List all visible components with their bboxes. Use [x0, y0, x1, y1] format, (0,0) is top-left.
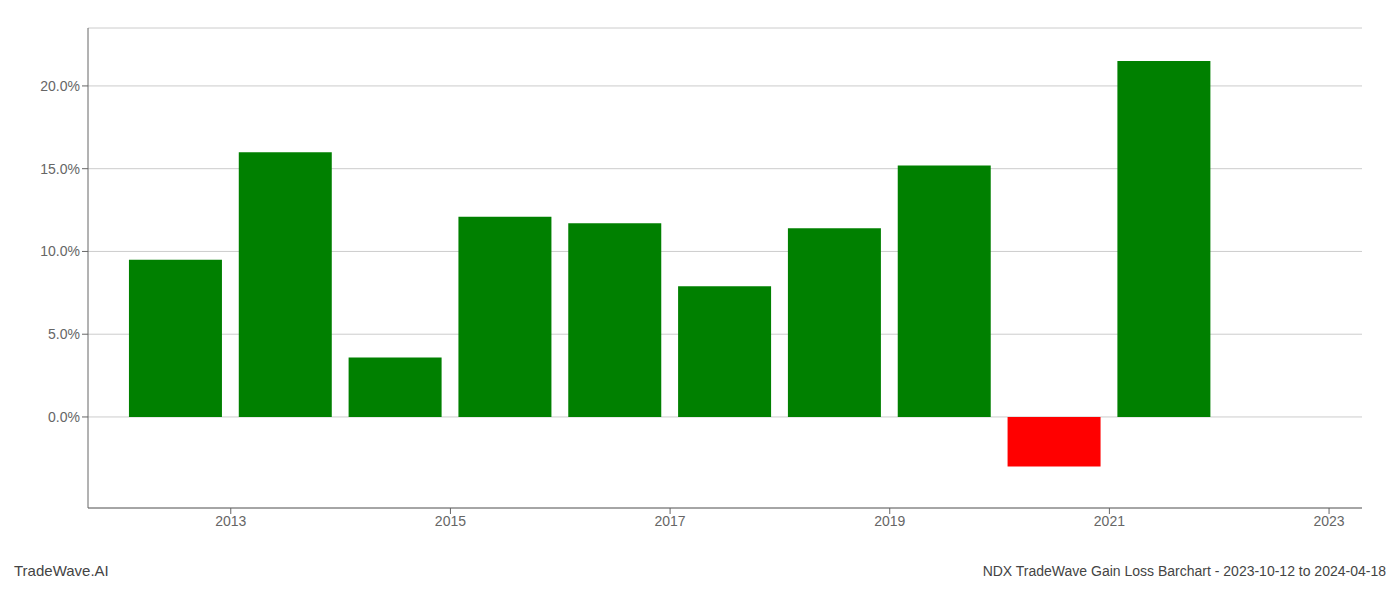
- svg-text:15.0%: 15.0%: [40, 161, 80, 177]
- svg-text:0.0%: 0.0%: [48, 409, 80, 425]
- svg-text:2021: 2021: [1094, 513, 1125, 529]
- svg-text:2019: 2019: [874, 513, 905, 529]
- svg-text:2013: 2013: [215, 513, 246, 529]
- svg-text:2015: 2015: [435, 513, 466, 529]
- html-text:TradeWave.AI: TradeWave.AI: [14, 562, 109, 579]
- html-text:NDX TradeWave Gain Loss Barcha: NDX TradeWave Gain Loss Barchart - 2023-…: [982, 563, 1386, 579]
- svg-text:10.0%: 10.0%: [40, 243, 80, 259]
- svg-text:2023: 2023: [1313, 513, 1344, 529]
- svg-text:2017: 2017: [655, 513, 686, 529]
- svg-text:20.0%: 20.0%: [40, 78, 80, 94]
- svg-text:5.0%: 5.0%: [48, 326, 80, 342]
